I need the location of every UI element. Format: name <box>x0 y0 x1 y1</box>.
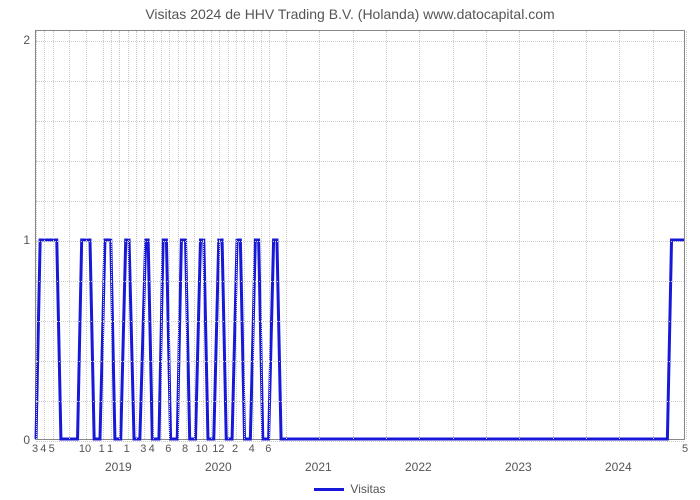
x-tick-label: 1 <box>124 443 130 455</box>
y-tick-label: 1 <box>10 233 30 247</box>
grid-line-v <box>203 31 204 439</box>
x-year-label: 2024 <box>605 460 632 474</box>
x-tick-label: 5 <box>49 443 55 455</box>
grid-line-v <box>386 31 387 439</box>
x-tick-label: 4 <box>40 443 46 455</box>
grid-line-v <box>269 31 270 439</box>
grid-line-v <box>219 31 220 439</box>
grid-line-h <box>36 441 684 442</box>
grid-line-v <box>419 31 420 439</box>
grid-line-v <box>228 31 229 439</box>
x-tick-label: 6 <box>165 443 171 455</box>
grid-line-v <box>86 31 87 439</box>
x-year-label: 2021 <box>305 460 332 474</box>
grid-line-v <box>119 31 120 439</box>
chart-container: Visitas 2024 de HHV Trading B.V. (Holand… <box>0 0 700 500</box>
grid-line-v <box>686 31 687 439</box>
grid-line-v <box>653 31 654 439</box>
grid-line-v <box>253 31 254 439</box>
grid-line-v <box>169 31 170 439</box>
grid-line-v <box>53 31 54 439</box>
grid-line-v <box>186 31 187 439</box>
grid-line-v <box>619 31 620 439</box>
grid-line-v <box>178 31 179 439</box>
grid-line-v <box>136 31 137 439</box>
grid-line-v <box>144 31 145 439</box>
grid-line-v <box>586 31 587 439</box>
legend-label: Visitas <box>350 482 385 496</box>
grid-line-v <box>319 31 320 439</box>
grid-line-v <box>286 31 287 439</box>
grid-line-v <box>453 31 454 439</box>
grid-line-v <box>486 31 487 439</box>
x-year-label: 2022 <box>405 460 432 474</box>
grid-line-v <box>111 31 112 439</box>
grid-line-v <box>553 31 554 439</box>
grid-line-v <box>44 31 45 439</box>
x-tick-label: 8 <box>182 443 188 455</box>
legend: Visitas <box>0 482 700 496</box>
grid-line-v <box>244 31 245 439</box>
x-tick-label: 3 <box>140 443 146 455</box>
x-tick-label: 5 <box>682 443 688 455</box>
chart-title: Visitas 2024 de HHV Trading B.V. (Holand… <box>0 6 700 22</box>
grid-line-v <box>194 31 195 439</box>
x-year-label: 2020 <box>205 460 232 474</box>
grid-line-v <box>261 31 262 439</box>
x-year-label: 2023 <box>505 460 532 474</box>
y-tick-label: 0 <box>10 433 30 447</box>
x-tick-label: 1 <box>107 443 113 455</box>
grid-line-v <box>128 31 129 439</box>
grid-line-v <box>161 31 162 439</box>
x-tick-label: 10 <box>196 443 208 455</box>
grid-line-v <box>153 31 154 439</box>
x-tick-label: 10 <box>79 443 91 455</box>
x-tick-label: 4 <box>149 443 155 455</box>
legend-swatch <box>314 488 344 491</box>
x-tick-label: 6 <box>265 443 271 455</box>
grid-line-v <box>353 31 354 439</box>
grid-line-v <box>236 31 237 439</box>
grid-line-v <box>103 31 104 439</box>
x-tick-label: 12 <box>212 443 224 455</box>
x-tick-label: 4 <box>249 443 255 455</box>
x-tick-label: 1 <box>99 443 105 455</box>
grid-line-v <box>69 31 70 439</box>
x-tick-label: 3 <box>32 443 38 455</box>
plot-area <box>35 30 685 440</box>
x-year-label: 2019 <box>105 460 132 474</box>
grid-line-v <box>211 31 212 439</box>
x-tick-label: 2 <box>232 443 238 455</box>
grid-line-v <box>519 31 520 439</box>
grid-line-v <box>36 31 37 439</box>
y-tick-label: 2 <box>10 33 30 47</box>
